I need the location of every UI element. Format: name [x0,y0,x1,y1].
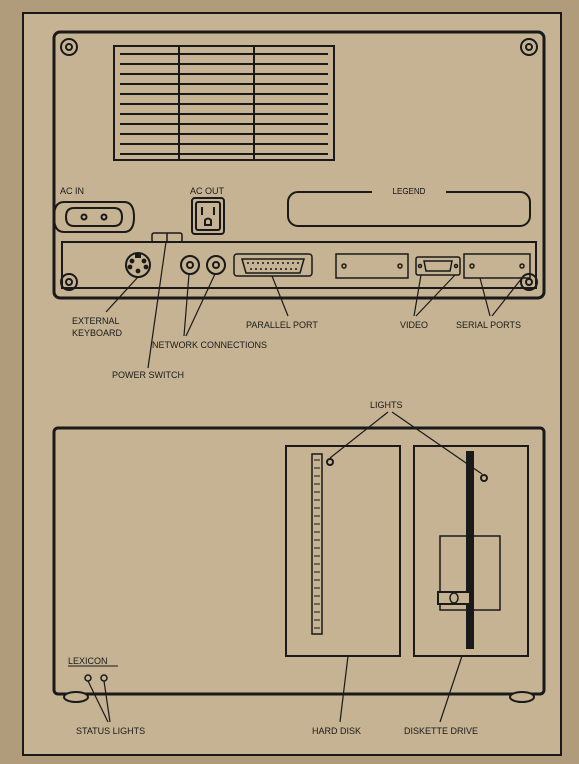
callout-parallel-port: PARALLEL PORT [246,320,318,330]
callout-network-connections: NETWORK CONNECTIONS [152,340,267,350]
ac-in-socket [54,202,134,232]
diagram-page: AC IN AC OUT LEGEND LEGEND [22,12,562,756]
diskette-drive-bay [414,446,528,656]
label-ac-in: AC IN [60,186,84,196]
rear-panel: AC IN AC OUT LEGEND LEGEND [54,32,544,380]
callout-power-switch: POWER SWITCH [112,370,184,380]
label-ac-out: AC OUT [190,186,225,196]
serial-slot-1 [336,254,408,278]
lights-leaders [330,412,482,474]
callout-external-keyboard-2: KEYBOARD [72,328,123,338]
ac-out-outlet [192,198,224,234]
callout-hard-disk: HARD DISK [312,726,361,736]
callout-external-keyboard-1: EXTERNAL [72,316,120,326]
external-keyboard-port [126,253,150,277]
front-panel: LIGHTS [54,400,544,736]
rear-screws [61,39,537,290]
power-switch [148,233,184,242]
callout-serial-ports: SERIAL PORTS [456,320,521,330]
lower-connector-panel [62,242,536,288]
video-port [416,257,460,275]
diagram-svg: AC IN AC OUT LEGEND LEGEND [24,14,560,754]
front-leaders [88,656,462,722]
callout-lights: LIGHTS [370,400,403,410]
legend-panel: LEGEND LEGEND [288,187,530,226]
parallel-port [234,254,312,276]
callout-video: VIDEO [400,320,428,330]
svg-text:LEGEND: LEGEND [393,187,426,196]
label-lexicon: LEXICON [68,656,108,666]
serial-slot-2 [464,254,530,278]
hard-disk-bay [286,446,400,656]
callout-diskette-drive: DISKETTE DRIVE [404,726,478,736]
callout-status-lights: STATUS LIGHTS [76,726,145,736]
network-ports [181,256,225,274]
status-lights [85,675,107,681]
vent-grille [114,46,334,160]
